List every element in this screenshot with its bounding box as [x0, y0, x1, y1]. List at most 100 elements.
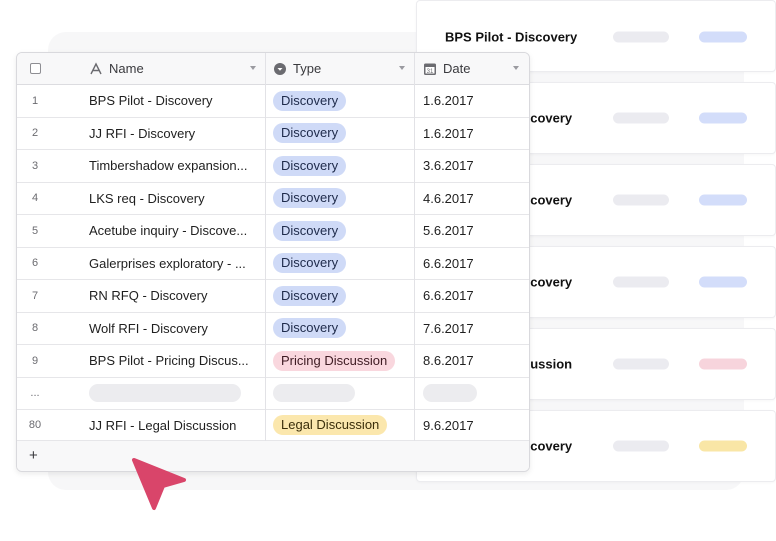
type-tag: Pricing Discussion — [273, 350, 396, 371]
cell-date[interactable]: 4.6.2017 — [423, 190, 474, 206]
cell-type[interactable]: Discovery — [273, 313, 413, 345]
placeholder-date — [423, 378, 523, 410]
column-divider[interactable] — [265, 53, 266, 441]
card-placeholder — [613, 276, 669, 288]
cell-name[interactable]: LKS req - Discovery — [89, 183, 265, 215]
cell-date[interactable]: 6.6.2017 — [423, 288, 474, 304]
placeholder-type — [273, 378, 413, 410]
cell-type[interactable]: Discovery — [273, 85, 413, 117]
column-header-date[interactable]: 31 Date — [423, 53, 523, 84]
table-row[interactable]: 2 JJ RFI - Discovery Discovery 1.6.2017 — [17, 118, 529, 150]
column-divider[interactable] — [414, 53, 415, 441]
cell-type[interactable]: Discovery — [273, 215, 413, 247]
table-row[interactable]: 7 RN RFQ - Discovery Discovery 6.6.2017 — [17, 280, 529, 313]
cell-type[interactable]: Discovery — [273, 248, 413, 280]
card-placeholder — [613, 31, 669, 43]
row-number: 3 — [31, 159, 39, 172]
cell-type[interactable]: Discovery — [273, 118, 413, 150]
collapsed-rows-placeholder: ... — [17, 378, 529, 410]
type-tag: Discovery — [273, 155, 347, 176]
table-row[interactable]: 5 Acetube inquiry - Discove... Discovery… — [17, 215, 529, 248]
cell-name[interactable]: JJ RFI - Legal Discussion — [89, 410, 265, 440]
table-row[interactable]: 3 Timbershadow expansion... Discovery 3.… — [17, 150, 529, 183]
type-tag: Discovery — [273, 318, 347, 339]
table-row[interactable]: 6 Galerprises exploratory - ... Discover… — [17, 248, 529, 280]
cell-type[interactable]: Legal Discussion — [273, 410, 413, 440]
table-row[interactable]: 80 JJ RFI - Legal Discussion Legal Discu… — [17, 410, 529, 441]
cell-name[interactable]: RN RFQ - Discovery — [89, 280, 265, 312]
cell-date[interactable]: 1.6.2017 — [423, 93, 474, 109]
grid-footer: + — [17, 441, 529, 471]
cell-name-text: JJ RFI - Discovery — [89, 125, 196, 141]
cell-type[interactable]: Pricing Discussion — [273, 345, 413, 377]
cell-name[interactable]: BPS Pilot - Discovery — [89, 85, 265, 117]
cell-date[interactable]: 6.6.2017 — [423, 255, 474, 271]
column-header-type[interactable]: Type — [273, 53, 413, 84]
cell-date[interactable]: 5.6.2017 — [423, 223, 474, 239]
row-number: 2 — [31, 127, 39, 140]
cell-type[interactable]: Discovery — [273, 183, 413, 215]
chevron-down-icon[interactable] — [513, 66, 519, 70]
column-label-date: Date — [443, 61, 471, 76]
card-type-pill — [699, 276, 747, 288]
cell-type[interactable]: Discovery — [273, 280, 413, 312]
select-all-checkbox[interactable] — [29, 63, 41, 74]
card-title: scovery — [523, 438, 573, 454]
table-row[interactable]: 1 BPS Pilot - Discovery Discovery 1.6.20… — [17, 85, 529, 118]
table-row[interactable]: 9 BPS Pilot - Pricing Discus... Pricing … — [17, 345, 529, 378]
card-title: cussion — [523, 356, 573, 372]
column-label-name: Name — [109, 61, 144, 76]
cell-date[interactable]: 8.6.2017 — [423, 353, 474, 369]
chevron-down-icon[interactable] — [399, 66, 405, 70]
calendar-icon: 31 — [423, 62, 437, 76]
type-tag: Discovery — [273, 188, 347, 209]
cell-name-text: Timbershadow expansion... — [89, 158, 248, 174]
cell-name-text: BPS Pilot - Pricing Discus... — [89, 353, 249, 369]
type-tag: Discovery — [273, 123, 347, 144]
card-type-pill — [699, 358, 747, 370]
cell-date[interactable]: 3.6.2017 — [423, 158, 474, 174]
cell-name-text: JJ RFI - Legal Discussion — [89, 417, 237, 433]
row-number: 4 — [31, 192, 39, 205]
row-number: 9 — [31, 354, 39, 367]
row-number: 5 — [31, 224, 39, 237]
row-number: 1 — [31, 94, 39, 107]
type-tag: Discovery — [273, 90, 347, 111]
row-number: 8 — [31, 322, 39, 335]
cell-name[interactable]: BPS Pilot - Pricing Discus... — [89, 345, 265, 377]
records-grid: Name Type 31 Date 1 BPS Pilot - Discover… — [16, 52, 530, 472]
add-record-button[interactable]: + — [29, 447, 38, 464]
cell-name-text: LKS req - Discovery — [89, 190, 205, 206]
table-row[interactable]: 4 LKS req - Discovery Discovery 4.6.2017 — [17, 183, 529, 215]
type-tag: Discovery — [273, 285, 347, 306]
row-number: 80 — [28, 419, 42, 431]
svg-text:31: 31 — [427, 68, 434, 74]
card-title: BPS Pilot - Discovery — [445, 29, 578, 45]
card-title: scovery — [523, 192, 573, 208]
mouse-pointer-icon — [132, 458, 186, 510]
chevron-down-icon[interactable] — [250, 66, 256, 70]
cell-name[interactable]: Timbershadow expansion... — [89, 150, 265, 182]
single-select-icon — [273, 62, 287, 76]
select-all-cell[interactable] — [17, 53, 53, 84]
cell-type[interactable]: Discovery — [273, 150, 413, 182]
row-number: 6 — [31, 257, 39, 270]
cell-name[interactable]: Wolf RFI - Discovery — [89, 313, 265, 345]
type-tag: Legal Discussion — [273, 415, 388, 435]
card-type-pill — [699, 31, 747, 43]
cell-date[interactable]: 9.6.2017 — [423, 417, 474, 433]
grid-header: Name Type 31 Date — [17, 53, 529, 85]
cell-date[interactable]: 7.6.2017 — [423, 320, 474, 336]
cell-name[interactable]: Acetube inquiry - Discove... — [89, 215, 265, 247]
type-tag: Discovery — [273, 220, 347, 241]
cell-name[interactable]: Galerprises exploratory - ... — [89, 248, 265, 280]
cell-name[interactable]: JJ RFI - Discovery — [89, 118, 265, 150]
table-row[interactable]: 8 Wolf RFI - Discovery Discovery 7.6.201… — [17, 313, 529, 345]
row-number: 7 — [31, 289, 39, 302]
card-placeholder — [613, 358, 669, 370]
cell-date[interactable]: 1.6.2017 — [423, 125, 474, 141]
card-title: scovery — [523, 110, 573, 126]
cell-name-text: BPS Pilot - Discovery — [89, 93, 213, 109]
card-type-pill — [699, 112, 747, 124]
column-header-name[interactable]: Name — [89, 53, 265, 84]
